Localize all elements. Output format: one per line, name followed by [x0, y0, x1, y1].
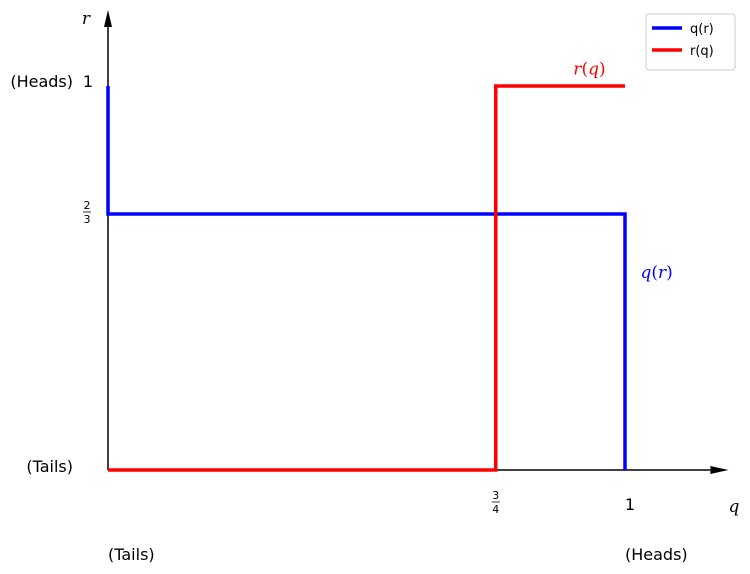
y-axis-high-end-label: (Heads) — [10, 72, 73, 91]
x-axis-low-end-label: (Tails) — [108, 545, 155, 564]
labels-layer: q r (Tails) (Heads) (Tails) (Heads) — [10, 9, 739, 564]
annotation-1: r(q) — [573, 59, 605, 79]
annotation-0: q(r) — [641, 263, 673, 283]
y-tick-0-fraction: 23 — [83, 199, 91, 226]
y-tick-0-numerator: 2 — [84, 199, 91, 212]
axes — [104, 10, 729, 474]
annotations-layer: q(r) r(q) — [573, 59, 673, 283]
x-tick-0-denominator: 4 — [492, 503, 499, 516]
x-tick-0-numerator: 3 — [492, 489, 499, 502]
y-axis-label: r — [82, 9, 91, 29]
series-line-0 — [106, 86, 627, 470]
x-axis-high-end-label: (Heads) — [625, 545, 688, 564]
y-tick-0-denominator: 3 — [84, 213, 91, 226]
y-axis-arrow — [104, 10, 112, 27]
x-axis-label: q — [729, 497, 740, 517]
x-tick-label-1: 1 — [625, 495, 635, 514]
series-layer — [106, 84, 627, 472]
x-axis-arrow — [710, 466, 729, 474]
legend-entry-1: r(q) — [690, 44, 714, 59]
x-tick-0-fraction: 34 — [491, 489, 500, 516]
series-line-1 — [108, 84, 625, 472]
y-tick-label-1: 1 — [83, 72, 93, 91]
legend: q(r) r(q) — [645, 13, 736, 71]
y-axis-low-end-label: (Tails) — [26, 457, 73, 476]
legend-entry-0: q(r) — [690, 22, 714, 37]
